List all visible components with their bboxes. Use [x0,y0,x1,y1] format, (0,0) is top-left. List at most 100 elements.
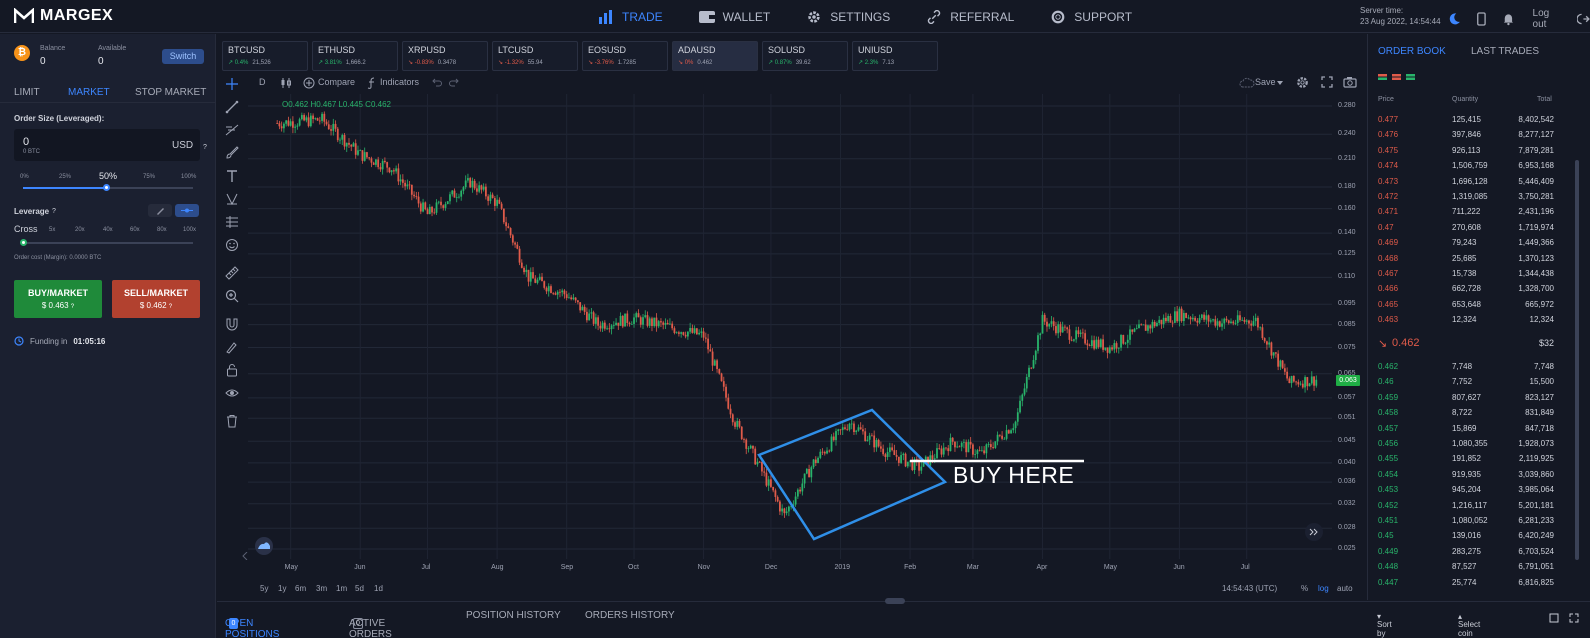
leverage-edit-button[interactable] [148,204,172,217]
zoom-icon[interactable] [225,289,239,303]
collapse-left-icon[interactable] [242,552,248,560]
leverage-slider-handle[interactable] [20,239,27,246]
book-row[interactable]: 0.448 87,527 6,791,051 [1368,560,1568,575]
book-row[interactable]: 0.474 1,506,759 6,953,168 [1368,159,1568,174]
logo[interactable]: MARGEX [14,7,113,25]
book-row[interactable]: 0.459 807,627 823,127 [1368,391,1568,406]
ticker-ethusd[interactable]: ETHUSD ↗ 3.81% 1,666.2 [312,41,398,71]
pct-50[interactable]: 50% [99,171,118,181]
tab-orders-history[interactable]: ORDERS HISTORY [585,610,675,621]
nav-trade[interactable]: TRADE [598,9,663,24]
panel-resize-handle[interactable] [885,598,905,604]
range-3m[interactable]: 3m [316,584,328,593]
leverage-slider-toggle[interactable] [175,204,199,217]
prediction-icon[interactable] [225,215,239,229]
tab-last-trades[interactable]: LAST TRADES [1471,46,1539,57]
buy-market-button[interactable]: BUY/MARKET $ 0.463 ? [14,280,102,318]
pencil-lock-icon[interactable] [225,340,239,354]
book-row[interactable]: 0.47 270,608 1,719,974 [1368,221,1568,236]
lev-60x[interactable]: 60x [130,227,140,233]
book-row[interactable]: 0.453 945,204 3,985,064 [1368,483,1568,498]
range-1m[interactable]: 1m [336,584,348,593]
drawn-pattern-shape[interactable] [757,408,948,541]
switch-button[interactable]: Switch [162,49,204,64]
mobile-icon[interactable] [1475,12,1488,26]
book-row[interactable]: 0.471 711,222 2,431,196 [1368,205,1568,220]
interval-button[interactable]: D [259,77,266,87]
book-row[interactable]: 0.475 926,113 7,879,281 [1368,144,1568,159]
emoji-icon[interactable] [225,238,239,252]
tab-order-book[interactable]: ORDER BOOK [1378,46,1446,57]
book-row[interactable]: 0.472 1,319,085 3,750,281 [1368,190,1568,205]
pct-75[interactable]: 75% [143,174,156,180]
candles-icon[interactable] [280,77,292,89]
ruler-icon[interactable] [225,266,239,280]
pattern-icon[interactable] [225,192,239,206]
book-scrollbar[interactable] [1575,160,1579,560]
size-slider-handle[interactable] [103,184,110,191]
book-row[interactable]: 0.452 1,216,117 5,201,181 [1368,499,1568,514]
ticker-solusd[interactable]: SOLUSD ↗ 0.87% 39.62 [762,41,848,71]
bell-icon[interactable] [1502,12,1515,26]
compare-button[interactable]: Compare [318,77,356,87]
plus-circle-icon[interactable] [303,77,315,89]
range-6m[interactable]: 6m [295,584,307,593]
pct-25[interactable]: 25% [59,174,72,180]
moon-icon[interactable] [1448,12,1461,26]
save-button[interactable]: Save [1255,77,1276,87]
book-row[interactable]: 0.454 919,935 3,039,860 [1368,468,1568,483]
lev-80x[interactable]: 80x [157,227,167,233]
book-asks-icon[interactable] [1392,74,1401,80]
ticker-uniusd[interactable]: UNIUSD ↗ 2.3% 7.13 [852,41,938,71]
price-chart[interactable] [248,94,1332,559]
minimize-icon[interactable] [1549,613,1559,623]
tab-limit[interactable]: LIMIT [14,87,40,98]
tab-market[interactable]: MARKET [68,87,110,98]
sort-by-dropdown[interactable]: Sort by Date ▾ [1377,612,1392,638]
book-row[interactable]: 0.477 125,415 8,402,542 [1368,113,1568,128]
tab-stop-market[interactable]: STOP MARKET [135,87,207,98]
lev-5x[interactable]: 5x [49,227,56,233]
pct-100[interactable]: 100% [181,174,197,180]
book-row[interactable]: 0.457 15,869 847,718 [1368,422,1568,437]
book-row[interactable]: 0.467 15,738 1,344,438 [1368,267,1568,282]
auto-toggle[interactable]: auto [1337,584,1353,593]
text-icon[interactable] [225,169,239,183]
book-row[interactable]: 0.476 397,846 8,277,127 [1368,128,1568,143]
crosshair-icon[interactable] [225,77,239,91]
leverage-help-icon[interactable]: ? [52,208,56,215]
tab-position-history[interactable]: POSITION HISTORY [466,610,561,621]
camera-icon[interactable] [1343,76,1357,88]
sell-market-button[interactable]: SELL/MARKET $ 0.462 ? [112,280,200,318]
lock-icon[interactable] [225,363,239,377]
nav-settings[interactable]: SETTINGS [806,10,890,24]
ticker-btcusd[interactable]: BTCUSD ↗ 0.4% 21,526 [222,41,308,71]
function-icon[interactable] [367,77,377,89]
select-coin-dropdown[interactable]: Select coin ▴ [1458,612,1481,638]
logout-icon[interactable] [1577,12,1590,26]
book-row[interactable]: 0.468 25,685 1,370,123 [1368,252,1568,267]
nav-referral[interactable]: REFERRAL [926,9,1014,24]
book-row[interactable]: 0.469 79,243 1,449,366 [1368,236,1568,251]
ticker-xrpusd[interactable]: XRPUSD ↘ -0.83% 0.3478 [402,41,488,71]
book-row[interactable]: 0.46 7,752 15,500 [1368,375,1568,390]
fib-icon[interactable] [225,123,239,137]
expand-icon[interactable] [1569,613,1579,623]
lev-100x[interactable]: 100x [183,227,197,233]
brush-icon[interactable] [225,146,239,160]
nav-support[interactable]: SUPPORT [1050,10,1132,24]
book-row[interactable]: 0.456 1,080,355 1,928,073 [1368,437,1568,452]
scroll-to-latest-button[interactable] [1305,523,1323,541]
ticker-adausd[interactable]: ADAUSD ↘ 0% 0.462 [672,41,758,71]
book-row[interactable]: 0.473 1,696,128 5,446,409 [1368,175,1568,190]
eye-icon[interactable] [225,386,239,400]
lev-20x[interactable]: 20x [75,227,85,233]
magnet-icon[interactable] [225,317,239,331]
indicators-button[interactable]: Indicators [380,77,420,87]
range-1d[interactable]: 1d [374,584,383,593]
book-row[interactable]: 0.455 191,852 2,119,925 [1368,452,1568,467]
book-row[interactable]: 0.462 7,748 7,748 [1368,360,1568,375]
range-5d[interactable]: 5d [355,584,364,593]
book-row[interactable]: 0.463 12,324 12,324 [1368,313,1568,328]
book-both-icon[interactable] [1378,74,1387,80]
